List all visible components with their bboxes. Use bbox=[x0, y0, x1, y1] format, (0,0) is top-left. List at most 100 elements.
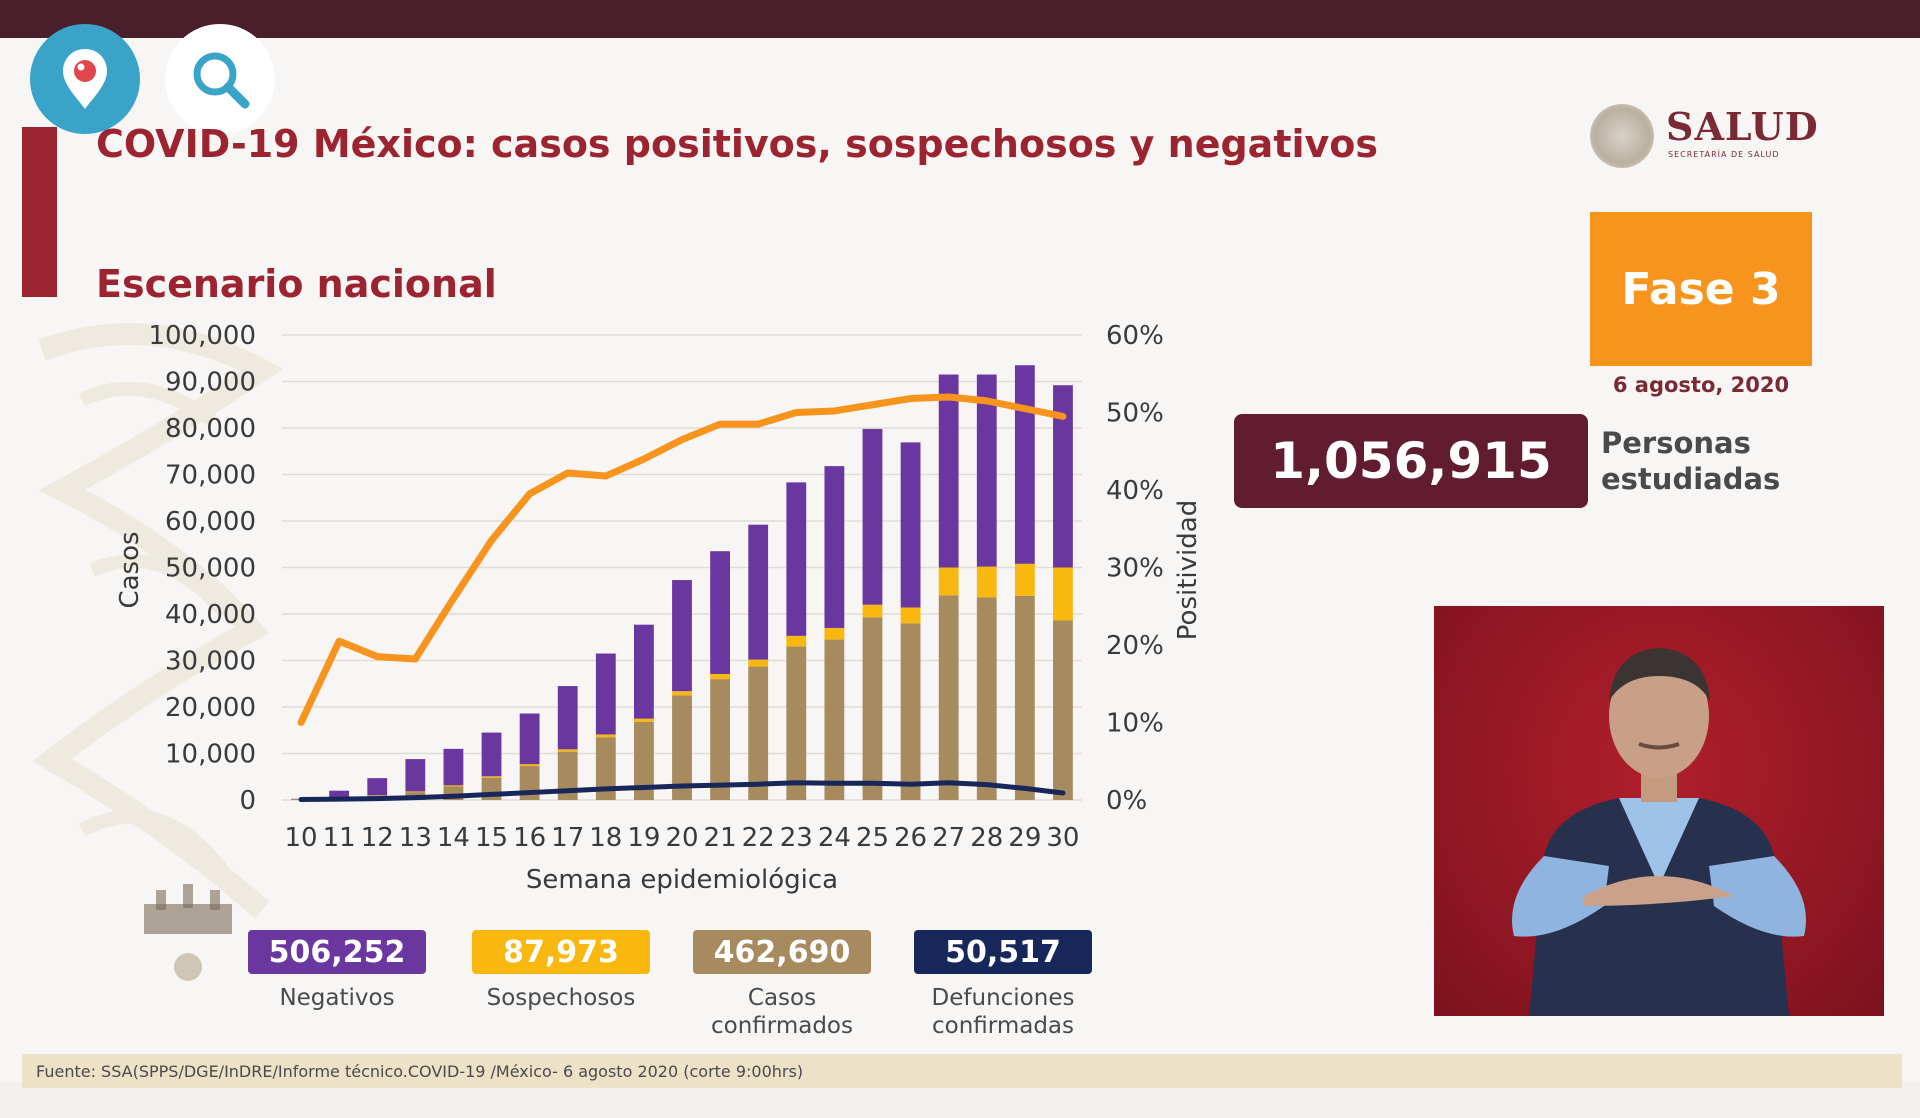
bar-negativos bbox=[824, 466, 845, 628]
bar-sospechosos bbox=[938, 567, 959, 596]
bar-negativos bbox=[938, 374, 959, 568]
title-accent-bar bbox=[22, 127, 57, 297]
bar-casos-confirmados bbox=[976, 597, 997, 800]
bar-sospechosos bbox=[634, 718, 654, 722]
periscope-button[interactable] bbox=[30, 24, 140, 134]
seal-icon bbox=[1590, 104, 1654, 168]
search-button[interactable] bbox=[165, 24, 275, 134]
logo-name: SALUD bbox=[1666, 104, 1819, 149]
bar-sospechosos bbox=[672, 691, 692, 696]
bar-negativos bbox=[900, 442, 921, 608]
bar-sospechosos bbox=[862, 604, 883, 618]
bar-sospechosos bbox=[1053, 567, 1073, 621]
monument-icon bbox=[144, 884, 232, 981]
x-tick-label: 25 bbox=[856, 823, 889, 853]
bar-negativos bbox=[405, 759, 426, 792]
bar-negativos bbox=[595, 653, 616, 735]
bar-negativos bbox=[481, 732, 502, 777]
phase-date: 6 agosto, 2020 bbox=[1612, 373, 1790, 397]
stat-label-negativos: Negativos bbox=[279, 985, 395, 1011]
y-axis-label: Casos bbox=[115, 531, 145, 608]
personas-count: 1,056,915 bbox=[1234, 414, 1588, 508]
bar-negativos bbox=[329, 790, 350, 798]
bar-negativos bbox=[710, 551, 730, 674]
x-tick-label: 29 bbox=[1008, 823, 1041, 853]
x-tick-label: 15 bbox=[475, 823, 508, 853]
page-title: COVID-19 México: casos positivos, sospec… bbox=[96, 122, 1378, 166]
x-tick-label: 24 bbox=[818, 823, 851, 853]
x-tick-label: 21 bbox=[704, 823, 737, 853]
logo-subtitle: SECRETARÍA DE SALUD bbox=[1668, 150, 1780, 159]
bar-negativos bbox=[1014, 365, 1035, 564]
y2-tick-label: 30% bbox=[1106, 554, 1164, 584]
bar-casos-confirmados bbox=[672, 695, 692, 800]
stat-confirmados: 462,690 bbox=[693, 930, 871, 974]
bar-negativos bbox=[367, 778, 388, 796]
x-tick-label: 11 bbox=[323, 823, 356, 853]
stat-label-sospechosos: Sospechosos bbox=[486, 985, 636, 1011]
bar-sospechosos bbox=[595, 734, 616, 738]
bar-negativos bbox=[976, 374, 997, 567]
stat-label-confirmados-line2: confirmados bbox=[711, 1013, 853, 1039]
covid-chart: 0 10,000 20,000 30,000 40,000 50,000 60,000 70,… bbox=[115, 321, 1203, 895]
source-footer: Fuente: SSA(SPPS/DGE/InDRE/Informe técni… bbox=[22, 1054, 1902, 1088]
bar-casos-confirmados bbox=[1014, 595, 1035, 800]
background-pattern bbox=[32, 323, 282, 919]
bar-sospechosos bbox=[405, 791, 426, 793]
y-tick-label: 70,000 bbox=[165, 461, 256, 491]
x-tick-label: 12 bbox=[361, 823, 394, 853]
x-tick-label: 23 bbox=[780, 823, 813, 853]
bar-casos-confirmados bbox=[824, 639, 845, 800]
personas-label: Personas estudiadas bbox=[1601, 425, 1821, 497]
bar-casos-confirmados bbox=[710, 679, 730, 800]
stat-label-defunciones-line1: Defunciones bbox=[931, 985, 1075, 1011]
search-icon bbox=[193, 52, 250, 109]
x-tick-label: 16 bbox=[513, 823, 546, 853]
personas-label-line1: Personas bbox=[1601, 426, 1751, 460]
y-tick-label: 60,000 bbox=[165, 507, 256, 537]
bar-sospechosos bbox=[900, 607, 921, 624]
y2-tick-label: 0% bbox=[1106, 786, 1147, 816]
bar-sospechosos bbox=[481, 776, 502, 778]
salud-logo: SALUD SECRETARÍA DE SALUD bbox=[1590, 102, 1820, 172]
line-positividad bbox=[297, 393, 1067, 726]
x-tick-label: 10 bbox=[285, 823, 318, 853]
x-tick-label: 22 bbox=[742, 823, 775, 853]
stat-label-confirmados: Casos confirmados bbox=[672, 984, 892, 1040]
bar-sospechosos bbox=[443, 785, 464, 787]
bar-casos-confirmados bbox=[595, 737, 616, 800]
stat-label-confirmados-line1: Casos bbox=[747, 985, 817, 1011]
y-tick-label: 10,000 bbox=[165, 740, 256, 770]
chart-subtitle: Escenario nacional bbox=[96, 262, 497, 306]
stat-label-defunciones: Defunciones confirmadas bbox=[893, 984, 1113, 1040]
bar-negativos bbox=[443, 748, 464, 786]
x-tick-label: 20 bbox=[665, 823, 698, 853]
x-tick-label: 19 bbox=[627, 823, 660, 853]
monument-logo bbox=[136, 882, 240, 982]
bar-negativos bbox=[557, 686, 578, 750]
x-tick-label: 17 bbox=[551, 823, 584, 853]
y2-tick-label: 10% bbox=[1106, 709, 1164, 739]
bar-casos-confirmados bbox=[938, 595, 959, 800]
y-tick-label: 50,000 bbox=[165, 554, 256, 584]
periscope-icon bbox=[63, 49, 107, 109]
bar-sospechosos bbox=[519, 764, 540, 767]
bar-negativos bbox=[634, 624, 654, 719]
stat-sospechosos: 87,973 bbox=[472, 930, 650, 974]
x-tick-label: 14 bbox=[437, 823, 470, 853]
x-tick-label: 26 bbox=[894, 823, 927, 853]
x-tick-label: 30 bbox=[1046, 823, 1079, 853]
bar-negativos bbox=[1053, 385, 1073, 568]
bar-negativos bbox=[786, 482, 807, 636]
bar-sospechosos bbox=[824, 627, 845, 640]
y-tick-label: 30,000 bbox=[165, 647, 256, 677]
bar-casos-confirmados bbox=[634, 721, 654, 800]
phase-badge: Fase 3 bbox=[1590, 212, 1812, 366]
interpreter-figure bbox=[1512, 648, 1806, 1016]
stat-negativos: 506,252 bbox=[248, 930, 426, 974]
line-defunciones bbox=[298, 780, 1066, 803]
x-tick-label: 18 bbox=[589, 823, 622, 853]
bottom-strip bbox=[0, 1082, 1920, 1118]
bar-negativos bbox=[672, 580, 692, 692]
bar-negativos bbox=[748, 524, 769, 660]
